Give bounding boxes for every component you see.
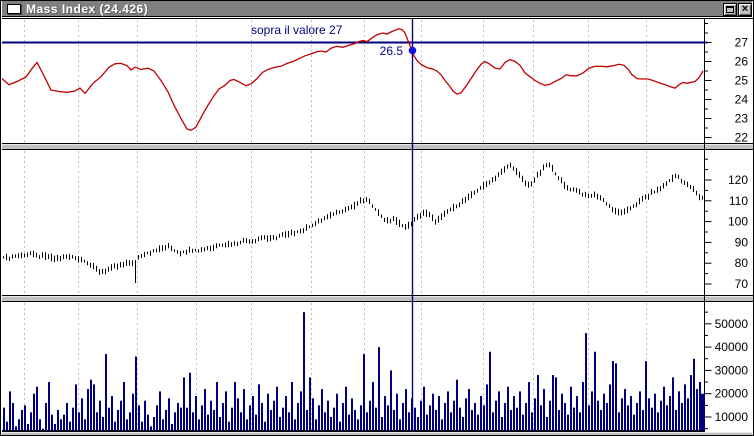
y-axis-label: 120 — [728, 173, 748, 187]
y-axis-label: 30000 — [715, 363, 749, 377]
y-axis-label: 23 — [735, 112, 749, 126]
titlebar[interactable]: Mass Index (24.426) — [2, 1, 752, 17]
grid-lines — [24, 20, 647, 430]
y-axis-label: 80 — [735, 256, 749, 270]
y-axis-label: 26 — [735, 55, 749, 69]
close-icon — [742, 5, 748, 14]
y-axis-label: 40000 — [715, 340, 749, 354]
y-axis-label: 100 — [728, 215, 748, 229]
close-button[interactable] — [738, 3, 752, 16]
window-title: Mass Index (24.426) — [26, 2, 149, 16]
maximize-button[interactable] — [723, 3, 737, 16]
chart-area: 22 23 24 25 26 27 70 80 90 100 110 120 10000 20000 300… — [2, 18, 754, 436]
window-bottom-border — [2, 432, 752, 435]
y-axis-label: 50000 — [715, 317, 749, 331]
mass-index-line — [2, 28, 704, 132]
price-bars — [3, 162, 703, 283]
y-axis-label: 24 — [735, 93, 749, 107]
y-axis: 22 23 24 25 26 27 70 80 90 100 110 120 10000 20000 300… — [704, 19, 749, 432]
y-axis-label: 20000 — [715, 387, 749, 401]
chart-canvas[interactable]: 22 23 24 25 26 27 70 80 90 100 110 120 10000 20000 300… — [2, 18, 754, 436]
marker-value-label: 26.5 — [379, 44, 403, 58]
y-axis-label: 70 — [735, 277, 749, 291]
y-axis-label: 90 — [735, 235, 749, 249]
y-axis-label: 10000 — [715, 410, 749, 424]
volume-bars — [3, 312, 705, 431]
y-axis-label: 22 — [735, 131, 749, 145]
y-axis-label: 27 — [735, 36, 749, 50]
system-menu-icon[interactable] — [7, 4, 21, 14]
y-axis-label: 25 — [735, 74, 749, 88]
y-axis-label: 110 — [729, 194, 748, 208]
panel-separators — [2, 18, 753, 432]
cursor-marker-dot — [408, 46, 417, 55]
threshold-annotation: sopra il valore 27 — [251, 23, 343, 37]
maximize-icon — [726, 6, 734, 13]
